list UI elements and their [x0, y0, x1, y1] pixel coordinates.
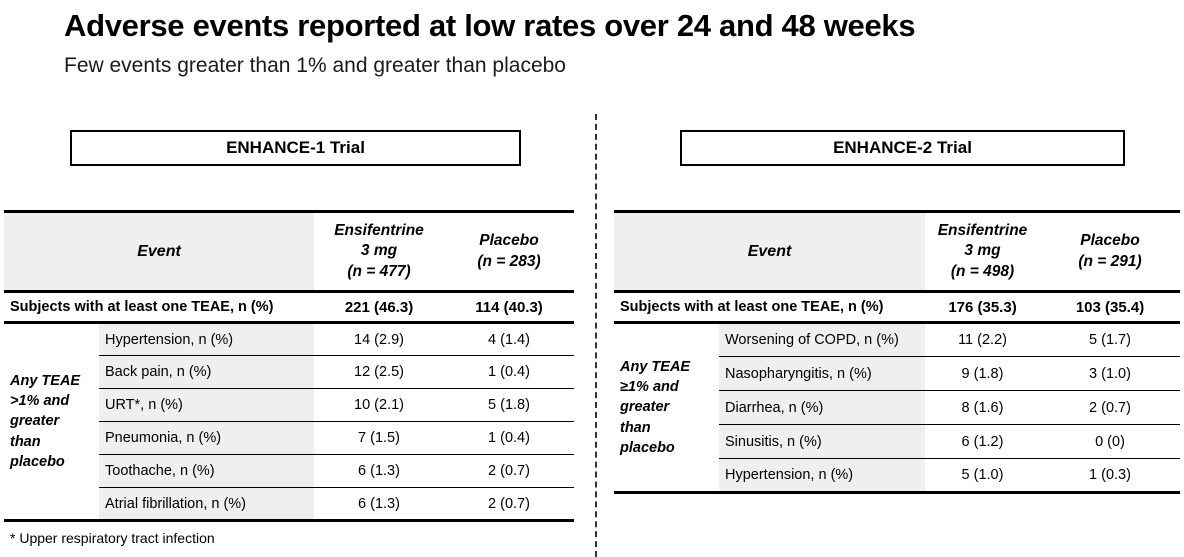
drug-value-cell: 8 (1.6) [925, 390, 1041, 425]
placebo-column-header: Placebo (n = 291) [1040, 211, 1181, 293]
placebo-value-cell: 1 (0.3) [1040, 458, 1181, 493]
placebo-value-cell: 5 (1.7) [1040, 322, 1181, 357]
drug-value-cell: 6 (1.2) [925, 424, 1041, 459]
event-column-header: Event [614, 211, 926, 293]
page-subtitle: Few events greater than 1% and greater t… [64, 54, 566, 77]
table-row: URT*, n (%) 10 (2.1) 5 (1.8) [4, 388, 575, 422]
drug-value-cell: 11 (2.2) [925, 322, 1041, 357]
drug-value-cell: 6 (1.3) [314, 454, 445, 488]
event-cell: Worsening of COPD, n (%) [719, 322, 926, 357]
table-row: Any TEAE >1% and greater than placebo Hy… [4, 322, 575, 521]
event-cell: Nasopharyngitis, n (%) [719, 356, 926, 391]
table-row: Hypertension, n (%) 5 (1.0) 1 (0.3) [614, 458, 1181, 493]
event-column-header: Event [4, 211, 315, 293]
table-row: Atrial fibrillation, n (%) 6 (1.3) 2 (0.… [4, 487, 575, 521]
table-row: Any TEAE ≥1% and greater than placebo Wo… [614, 322, 1181, 493]
panel-divider [595, 114, 597, 557]
teae-label: Subjects with at least one TEAE, n (%) [4, 291, 315, 324]
footnote: * Upper respiratory tract infection [10, 530, 215, 546]
table-row: Toothache, n (%) 6 (1.3) 2 (0.7) [4, 454, 575, 488]
drug-value-cell: 10 (2.1) [314, 388, 445, 422]
group-label: Any TEAE ≥1% and greater than placebo [614, 322, 719, 493]
placebo-value-cell: 4 (1.4) [444, 322, 575, 356]
drug-value-cell: 6 (1.3) [314, 487, 445, 521]
trial-title-enhance-2: ENHANCE-2 Trial [680, 130, 1125, 166]
drug-value-cell: 14 (2.9) [314, 322, 445, 356]
table-header-row: Event Ensifentrine 3 mg (n = 498) Placeb… [614, 211, 1181, 293]
enhance-2-table: Event Ensifentrine 3 mg (n = 498) Placeb… [614, 210, 1181, 494]
placebo-value-cell: 3 (1.0) [1040, 356, 1181, 391]
event-cell: Toothache, n (%) [99, 454, 315, 488]
drug-column-header: Ensifentrine 3 mg (n = 477) [314, 211, 445, 293]
drug-value-cell: 12 (2.5) [314, 355, 445, 389]
placebo-value-cell: 2 (0.7) [444, 454, 575, 488]
table-row: Back pain, n (%) 12 (2.5) 1 (0.4) [4, 355, 575, 389]
event-cell: Diarrhea, n (%) [719, 390, 926, 425]
event-cell: URT*, n (%) [99, 388, 315, 422]
table-row: Pneumonia, n (%) 7 (1.5) 1 (0.4) [4, 421, 575, 455]
teae-drug-value: 221 (46.3) [314, 291, 445, 324]
table-row: Nasopharyngitis, n (%) 9 (1.8) 3 (1.0) [614, 356, 1181, 391]
teae-summary-row: Subjects with at least one TEAE, n (%) 2… [4, 291, 575, 324]
placebo-value-cell: 1 (0.4) [444, 421, 575, 455]
event-cell: Hypertension, n (%) [99, 322, 315, 356]
placebo-value-cell: 2 (0.7) [1040, 390, 1181, 425]
event-cell: Back pain, n (%) [99, 355, 315, 389]
event-cell: Atrial fibrillation, n (%) [99, 487, 315, 521]
table-row: Sinusitis, n (%) 6 (1.2) 0 (0) [614, 424, 1181, 459]
teae-label: Subjects with at least one TEAE, n (%) [614, 291, 926, 324]
page-title: Adverse events reported at low rates ove… [64, 8, 916, 43]
teae-summary-row: Subjects with at least one TEAE, n (%) 1… [614, 291, 1181, 324]
table-row: Diarrhea, n (%) 8 (1.6) 2 (0.7) [614, 390, 1181, 425]
trial-title-enhance-1: ENHANCE-1 Trial [70, 130, 521, 166]
event-cell: Hypertension, n (%) [719, 458, 926, 493]
drug-column-header: Ensifentrine 3 mg (n = 498) [925, 211, 1041, 293]
event-cell: Pneumonia, n (%) [99, 421, 315, 455]
placebo-value-cell: 0 (0) [1040, 424, 1181, 459]
enhance-1-table: Event Ensifentrine 3 mg (n = 477) Placeb… [4, 210, 575, 522]
teae-drug-value: 176 (35.3) [925, 291, 1041, 324]
event-cell: Sinusitis, n (%) [719, 424, 926, 459]
drug-value-cell: 7 (1.5) [314, 421, 445, 455]
drug-value-cell: 9 (1.8) [925, 356, 1041, 391]
placebo-column-header: Placebo (n = 283) [444, 211, 575, 293]
table-header-row: Event Ensifentrine 3 mg (n = 477) Placeb… [4, 211, 575, 293]
drug-value-cell: 5 (1.0) [925, 458, 1041, 493]
teae-placebo-value: 114 (40.3) [444, 291, 575, 324]
teae-placebo-value: 103 (35.4) [1040, 291, 1181, 324]
placebo-value-cell: 2 (0.7) [444, 487, 575, 521]
group-label: Any TEAE >1% and greater than placebo [4, 322, 99, 521]
placebo-value-cell: 1 (0.4) [444, 355, 575, 389]
placebo-value-cell: 5 (1.8) [444, 388, 575, 422]
